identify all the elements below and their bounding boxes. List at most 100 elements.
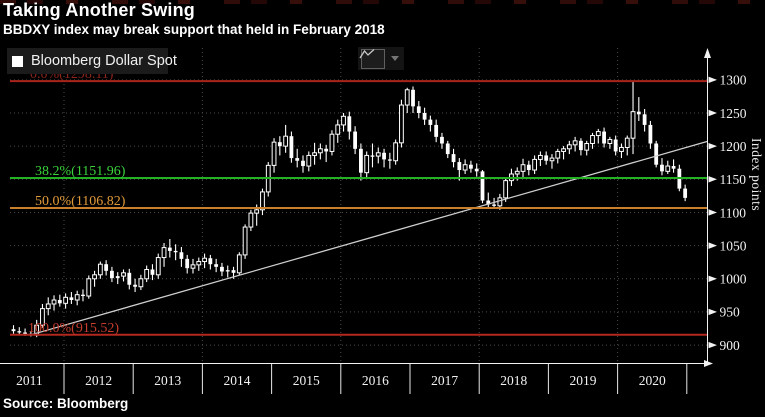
candle-body-down bbox=[208, 258, 213, 265]
candle-body-up bbox=[607, 139, 613, 144]
cropped-banner-artifact bbox=[0, 0, 765, 4]
chart-type-button[interactable] bbox=[359, 48, 385, 69]
candle-body-up bbox=[242, 226, 248, 256]
candle-body-up bbox=[92, 274, 97, 280]
candle-body-up bbox=[630, 111, 636, 139]
candle-body-down bbox=[474, 168, 479, 172]
candle-body-up bbox=[63, 296, 69, 304]
candle-body-up bbox=[254, 209, 260, 214]
candle-body-up bbox=[161, 247, 167, 259]
candle-body-down bbox=[104, 264, 109, 271]
candle-body-down bbox=[428, 119, 433, 125]
candle-body-up bbox=[619, 146, 624, 152]
x-tick-label: 2020 bbox=[639, 373, 666, 388]
caret-down-icon[interactable] bbox=[391, 56, 399, 61]
candle-body-down bbox=[277, 142, 282, 147]
candle-body-down bbox=[613, 139, 618, 152]
fib-label: 50.0%(1106.82) bbox=[35, 194, 126, 209]
y-tick-arrow-icon bbox=[708, 109, 717, 117]
x-tick-label: 2014 bbox=[224, 373, 251, 388]
candle-body-up bbox=[590, 135, 595, 144]
candle-body-up bbox=[236, 254, 242, 274]
candle-body-down bbox=[440, 136, 444, 144]
candle-body-up bbox=[341, 115, 346, 126]
candle-body-down bbox=[225, 270, 230, 272]
candle-body-down bbox=[11, 329, 16, 332]
x-tick-label: 2012 bbox=[85, 373, 112, 388]
candle-body-up bbox=[202, 257, 207, 263]
candle-body-down bbox=[179, 252, 184, 259]
candle-body-down bbox=[387, 159, 392, 161]
y-tick-label: 1300 bbox=[720, 73, 747, 88]
y-axis-title: Index points bbox=[749, 138, 764, 212]
candle-body-up bbox=[514, 170, 520, 175]
y-tick-arrow-icon bbox=[708, 142, 717, 150]
candle-body-up bbox=[549, 157, 555, 162]
y-tick-arrow-icon bbox=[708, 76, 717, 84]
legend-item-bloomberg-dollar-spot[interactable]: Bloomberg Dollar Spot bbox=[7, 48, 177, 74]
candle-body-down bbox=[57, 300, 62, 304]
candle-body-down bbox=[480, 171, 485, 201]
candle-body-up bbox=[497, 197, 503, 207]
y-tick-label: 1150 bbox=[720, 172, 747, 187]
candle-body-down bbox=[115, 276, 120, 279]
candle-body-down bbox=[110, 270, 114, 279]
candle-body-up bbox=[595, 131, 601, 137]
candle-body-up bbox=[312, 152, 317, 156]
y-tick-arrow-icon bbox=[708, 176, 717, 183]
fib-label: 38.2%(1151.96) bbox=[35, 164, 126, 179]
source-credit: Source: Bloomberg bbox=[3, 396, 129, 411]
candle-body-down bbox=[602, 131, 606, 144]
candle-body-up bbox=[404, 89, 410, 106]
x-tick-label: 2011 bbox=[16, 373, 43, 388]
x-tick-label: 2015 bbox=[293, 373, 320, 388]
candle-body-up bbox=[566, 144, 572, 150]
candle-body-down bbox=[544, 155, 549, 161]
trendline bbox=[30, 140, 708, 336]
candle-body-up bbox=[86, 278, 92, 297]
candle-body-down bbox=[289, 136, 294, 159]
candle-body-up bbox=[260, 191, 265, 211]
candle-body-up bbox=[399, 104, 404, 144]
y-tick-label: 1050 bbox=[720, 238, 747, 253]
candle-body-down bbox=[324, 148, 329, 152]
fib-label: 100.0%(915.52) bbox=[28, 321, 119, 336]
candle-body-down bbox=[660, 164, 664, 172]
y-tick-label: 1100 bbox=[720, 205, 747, 220]
candle-body-up bbox=[537, 154, 543, 160]
candle-body-down bbox=[469, 164, 473, 169]
candle-body-up bbox=[572, 140, 578, 146]
candle-body-down bbox=[231, 270, 236, 273]
chart-toolbar bbox=[358, 47, 404, 70]
candle-body-up bbox=[306, 154, 312, 167]
y-tick-arrow-icon bbox=[708, 242, 717, 249]
candle-body-down bbox=[683, 188, 688, 198]
candle-body-down bbox=[347, 116, 352, 132]
legend-label: Bloomberg Dollar Spot bbox=[31, 53, 177, 69]
candle-body-down bbox=[526, 164, 531, 171]
candle-body-up bbox=[45, 303, 51, 310]
candle-body-up bbox=[51, 299, 57, 305]
candle-body-down bbox=[445, 143, 450, 155]
candle-body-down bbox=[648, 124, 653, 144]
candle-body-up bbox=[190, 264, 196, 269]
candle-body-down bbox=[173, 250, 178, 253]
candle-body-down bbox=[416, 106, 421, 113]
candle-body-up bbox=[121, 272, 126, 277]
y-tick-label: 950 bbox=[720, 305, 741, 320]
candle-body-down bbox=[457, 162, 462, 171]
y-tick-label: 1250 bbox=[720, 106, 747, 121]
candle-body-down bbox=[492, 204, 496, 206]
candle-body-down bbox=[167, 247, 172, 251]
candle-body-down bbox=[353, 131, 358, 149]
candle-body-up bbox=[584, 142, 590, 151]
y-tick-label: 1000 bbox=[720, 272, 747, 287]
candle-body-down bbox=[301, 160, 305, 167]
candle-body-up bbox=[665, 165, 671, 172]
x-tick-label: 2016 bbox=[362, 373, 389, 388]
candle-body-up bbox=[555, 150, 561, 159]
candle-body-down bbox=[69, 297, 74, 300]
candle-body-up bbox=[520, 164, 526, 172]
x-tick-label: 2019 bbox=[570, 373, 597, 388]
